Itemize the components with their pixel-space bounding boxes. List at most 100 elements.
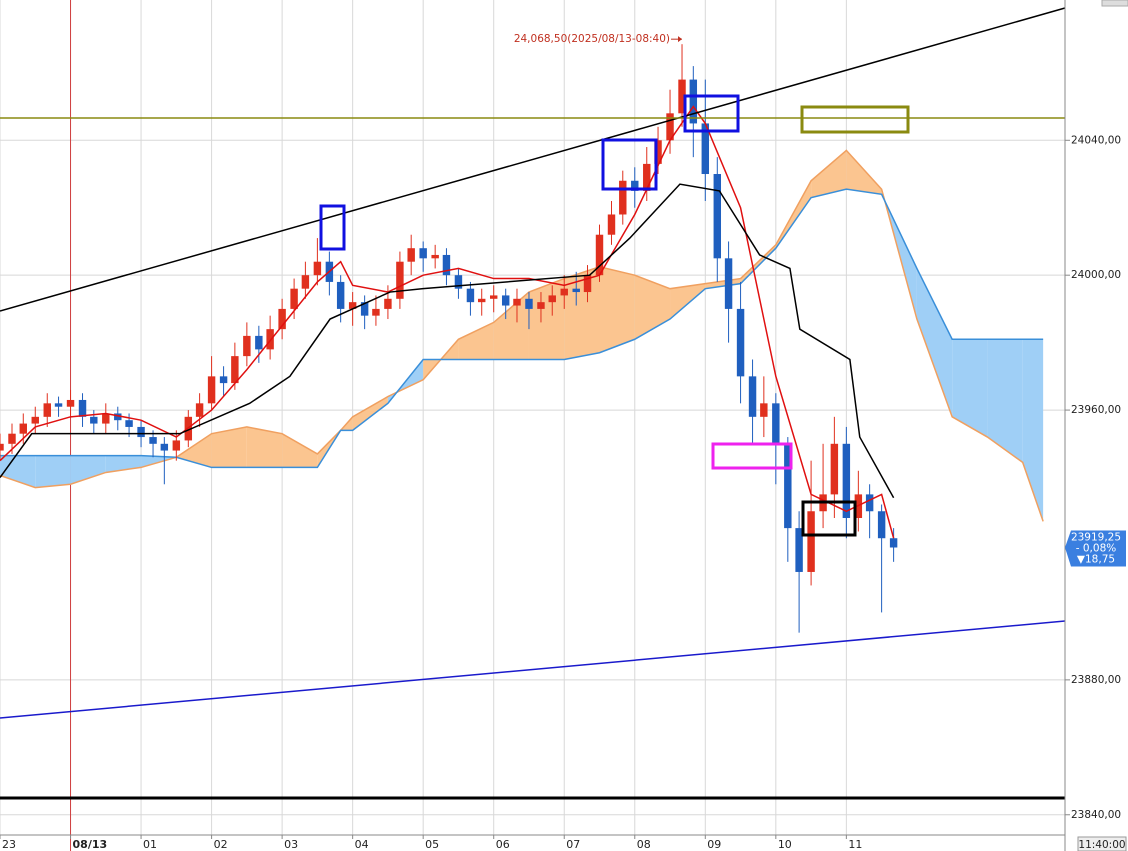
- box: [319, 204, 346, 251]
- y-tick-label: 23880,00: [1071, 674, 1121, 686]
- candle-body: [231, 356, 239, 384]
- cloud-line: [0, 149, 1044, 522]
- candle-body: [748, 376, 757, 417]
- candle-body: [8, 433, 16, 444]
- candle-body: [313, 261, 322, 276]
- y-tick-label: 24040,00: [1071, 134, 1121, 146]
- cloud-fill: [211, 426, 247, 468]
- candle-body: [572, 288, 580, 293]
- cursor-time: 11:40:00: [1078, 839, 1125, 851]
- candle-body: [125, 420, 133, 427]
- candle-body: [713, 174, 722, 259]
- x-tick-label: 08: [637, 838, 651, 851]
- candle-body: [431, 254, 439, 259]
- cloud-fill: [916, 268, 953, 417]
- high-arrow-head: [678, 36, 683, 43]
- candle-body: [407, 248, 415, 262]
- corner-box: [1101, 0, 1128, 7]
- cloud-line: [0, 188, 1044, 469]
- candle-body: [384, 298, 392, 309]
- candle-body: [442, 254, 451, 276]
- candle-body: [419, 248, 427, 259]
- cloud: [0, 149, 1044, 522]
- candle-body: [654, 140, 662, 164]
- price-tag: [1065, 530, 1126, 567]
- candle-body: [54, 403, 63, 407]
- high-label: 24,068,50(2025/08/13-08:40): [514, 33, 670, 45]
- y-tick-label: 23840,00: [1071, 809, 1121, 821]
- candle-body: [336, 281, 345, 309]
- candle-body: [255, 335, 263, 350]
- candle-body: [489, 295, 498, 299]
- x-tick-label: 04: [355, 838, 369, 851]
- x-tick-label: 23: [2, 838, 16, 851]
- x-tick-label: 10: [778, 838, 792, 851]
- candle-body: [643, 163, 651, 191]
- x-tick-label: 01: [143, 838, 157, 851]
- candle-body: [889, 538, 898, 548]
- candle-body: [219, 376, 228, 384]
- cloud-fill: [352, 396, 388, 431]
- candle-body: [137, 426, 145, 438]
- box: [711, 442, 793, 470]
- box: [601, 138, 658, 191]
- candle-body: [784, 443, 792, 529]
- candle-body: [595, 234, 604, 276]
- cloud-fill: [987, 339, 1023, 463]
- candle-body: [666, 113, 674, 141]
- candle-body: [607, 214, 616, 235]
- x-tick-label: 05: [425, 838, 439, 851]
- trend-line: [0, 7, 1066, 312]
- cloud-fill: [246, 426, 283, 468]
- cloud-fill: [599, 266, 635, 353]
- x-tick-label: 07: [566, 838, 580, 851]
- candle-body: [631, 180, 639, 191]
- candle-body: [724, 258, 733, 309]
- candle-body: [678, 79, 686, 114]
- candle-body: [90, 416, 98, 424]
- candle-body: [560, 288, 568, 296]
- candle-body: [207, 376, 216, 404]
- candle-body: [114, 413, 122, 421]
- change: ▼18,75: [1077, 554, 1115, 566]
- candle-body: [0, 443, 4, 451]
- indicator-line: [0, 183, 895, 499]
- candle-body: [290, 288, 298, 309]
- candle-body: [760, 403, 768, 417]
- candle-body: [501, 295, 510, 306]
- candle-body: [301, 275, 310, 289]
- cloud-fill: [35, 455, 71, 488]
- cloud-fill: [70, 455, 106, 485]
- candle-body: [877, 511, 886, 539]
- x-tick-label: 11: [848, 838, 862, 851]
- y-tick-label: 24000,00: [1071, 269, 1121, 281]
- y-tick-label: 23960,00: [1071, 404, 1121, 416]
- lines: [0, 105, 895, 539]
- indicator-line: [0, 105, 895, 539]
- cloud-fill: [458, 322, 494, 360]
- candle-body: [795, 528, 803, 572]
- x-tick-label: 03: [284, 838, 298, 851]
- cloud-fill: [846, 150, 882, 195]
- candle-body: [583, 275, 592, 293]
- candle-body: [842, 443, 851, 518]
- box: [683, 94, 740, 133]
- candle-body: [454, 275, 463, 289]
- candle-body: [172, 440, 181, 451]
- last-price: 23919,25: [1071, 532, 1121, 544]
- candle-body: [195, 403, 204, 417]
- cloud-fill: [952, 339, 988, 438]
- candle-body: [78, 399, 87, 417]
- candle-body: [396, 261, 404, 299]
- cloud-fill: [493, 292, 529, 360]
- candle-body: [830, 443, 839, 495]
- candle-body: [266, 329, 274, 350]
- candle-body: [278, 308, 286, 330]
- trend-line: [0, 620, 1066, 719]
- candle-body: [372, 308, 380, 316]
- candle-body: [102, 413, 110, 424]
- axes: 23 08/13 01 02 03 04 05 06 07 08 09 10 11 24040,00 240…: [0, 134, 1121, 851]
- candle-body: [348, 302, 357, 309]
- x-tick-label: 06: [496, 838, 510, 851]
- change-percent: - 0,08%: [1076, 543, 1117, 555]
